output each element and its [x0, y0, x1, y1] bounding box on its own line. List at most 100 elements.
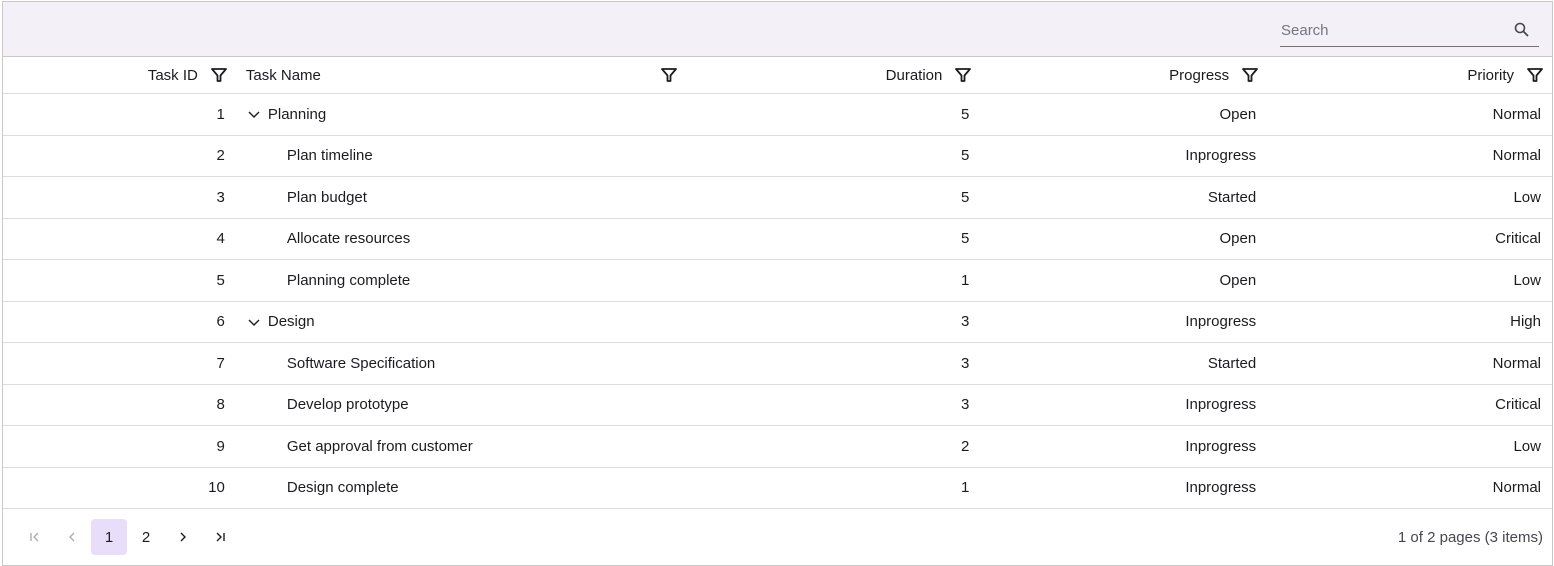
table-row[interactable]: 9 Get approval from customer 2 Inprogres… — [3, 426, 1552, 468]
priority-cell: Normal — [1492, 479, 1541, 497]
last-page-icon — [216, 532, 225, 542]
priority-cell: Normal — [1492, 147, 1541, 165]
task-name-cell: Allocate resources — [236, 219, 686, 260]
task-id-cell: 5 — [216, 271, 225, 289]
filter-icon[interactable] — [954, 66, 972, 84]
previous-page-button[interactable] — [54, 519, 90, 555]
task-name-cell: Design — [236, 302, 686, 343]
duration-cell: 1 — [961, 271, 970, 289]
task-name-cell: Planning complete — [236, 260, 686, 301]
table-row[interactable]: 8 Develop prototype 3 Inprogress Critica… — [3, 385, 1552, 426]
page-2-button[interactable]: 2 — [141, 528, 151, 546]
column-title: Duration — [885, 66, 943, 84]
priority-cell: Critical — [1495, 230, 1541, 248]
priority-cell: Low — [1513, 437, 1541, 455]
header-row: Task ID Task Name Duration Progress Priority — [3, 57, 1552, 94]
task-id-cell: 7 — [216, 354, 225, 372]
duration-cell: 2 — [961, 437, 970, 455]
filter-icon[interactable] — [210, 66, 228, 84]
column-header-task-name[interactable]: Task Name — [236, 57, 686, 93]
table-row[interactable]: 7 Software Specification 3 Started Norma… — [3, 343, 1552, 385]
duration-cell: 3 — [961, 313, 970, 331]
task-name: Design — [267, 313, 315, 331]
progress-cell: Started — [1207, 188, 1257, 206]
column-header-duration[interactable]: Duration — [686, 57, 981, 93]
task-id-cell: 1 — [216, 105, 225, 123]
task-name: Get approval from customer — [286, 437, 473, 455]
task-name-cell: Plan budget — [236, 177, 686, 218]
pager: 1 2 1 of 2 pages (3 items) — [3, 509, 1552, 565]
chevron-down-icon[interactable] — [247, 315, 267, 329]
column-title: Progress — [1169, 66, 1230, 84]
progress-cell: Open — [1219, 271, 1257, 289]
priority-cell: Normal — [1492, 354, 1541, 372]
table-row[interactable]: 1 Planning 5 Open Normal — [3, 94, 1552, 136]
task-name: Develop prototype — [286, 396, 409, 414]
duration-cell: 1 — [961, 479, 970, 497]
column-header-priority[interactable]: Priority — [1267, 57, 1552, 93]
progress-cell: Inprogress — [1185, 479, 1257, 497]
last-page-button[interactable] — [202, 519, 238, 555]
first-page-button[interactable] — [17, 519, 53, 555]
search-icon[interactable] — [1513, 21, 1531, 43]
table-row[interactable]: 6 Design 3 Inprogress High — [3, 302, 1552, 343]
task-name: Software Specification — [286, 354, 436, 372]
progress-cell: Inprogress — [1185, 396, 1257, 414]
table-row[interactable]: 3 Plan budget 5 Started Low — [3, 177, 1552, 219]
progress-cell: Inprogress — [1185, 147, 1257, 165]
search-box[interactable] — [1280, 16, 1539, 47]
task-name: Plan budget — [286, 188, 367, 206]
task-id-cell: 4 — [216, 230, 225, 248]
task-name-cell: Get approval from customer — [236, 426, 686, 467]
table-row[interactable]: 10 Design complete 1 Inprogress Normal — [3, 468, 1552, 509]
task-name: Allocate resources — [286, 230, 411, 248]
task-id-cell: 10 — [208, 479, 225, 497]
task-name: Plan timeline — [286, 147, 373, 165]
duration-cell: 5 — [961, 147, 970, 165]
task-id-cell: 8 — [216, 396, 225, 414]
task-id-cell: 2 — [216, 147, 225, 165]
duration-cell: 3 — [961, 396, 970, 414]
duration-cell: 5 — [961, 188, 970, 206]
progress-cell: Open — [1219, 105, 1257, 123]
task-id-cell: 6 — [216, 313, 225, 331]
task-name-cell: Software Specification — [236, 343, 686, 384]
priority-cell: High — [1510, 313, 1541, 331]
column-title: Priority — [1467, 66, 1514, 84]
task-name-cell: Plan timeline — [236, 136, 686, 177]
pager-info: 1 of 2 pages (3 items) — [1397, 528, 1543, 546]
task-name-cell: Planning — [236, 94, 686, 135]
priority-cell: Critical — [1495, 396, 1541, 414]
next-page-button[interactable] — [165, 519, 201, 555]
chevron-down-icon[interactable] — [247, 107, 267, 121]
priority-cell: Low — [1513, 188, 1541, 206]
table-row[interactable]: 5 Planning complete 1 Open Low — [3, 260, 1552, 302]
priority-cell: Normal — [1492, 105, 1541, 123]
page-1-button[interactable]: 1 — [91, 519, 127, 555]
column-title: Task ID — [147, 66, 198, 84]
task-id-cell: 9 — [216, 437, 225, 455]
progress-cell: Started — [1207, 354, 1257, 372]
search-input[interactable] — [1280, 16, 1500, 44]
task-name: Planning complete — [286, 271, 411, 289]
duration-cell: 5 — [961, 230, 970, 248]
table-row[interactable]: 4 Allocate resources 5 Open Critical — [3, 219, 1552, 260]
table-row[interactable]: 2 Plan timeline 5 Inprogress Normal — [3, 136, 1552, 177]
chevron-left-icon — [69, 532, 75, 542]
filter-icon[interactable] — [1241, 66, 1259, 84]
task-name: Planning — [267, 105, 327, 123]
task-id-cell: 3 — [216, 188, 225, 206]
chevron-right-icon — [180, 532, 186, 542]
duration-cell: 3 — [961, 354, 970, 372]
task-name: Design complete — [286, 479, 399, 497]
priority-cell: Low — [1513, 271, 1541, 289]
progress-cell: Open — [1219, 230, 1257, 248]
column-header-task-id[interactable]: Task ID — [3, 57, 236, 93]
progress-cell: Inprogress — [1185, 313, 1257, 331]
first-page-icon — [30, 532, 39, 542]
column-header-progress[interactable]: Progress — [980, 57, 1267, 93]
filter-icon[interactable] — [660, 66, 678, 84]
task-name-cell: Develop prototype — [236, 385, 686, 426]
filter-icon[interactable] — [1526, 66, 1544, 84]
